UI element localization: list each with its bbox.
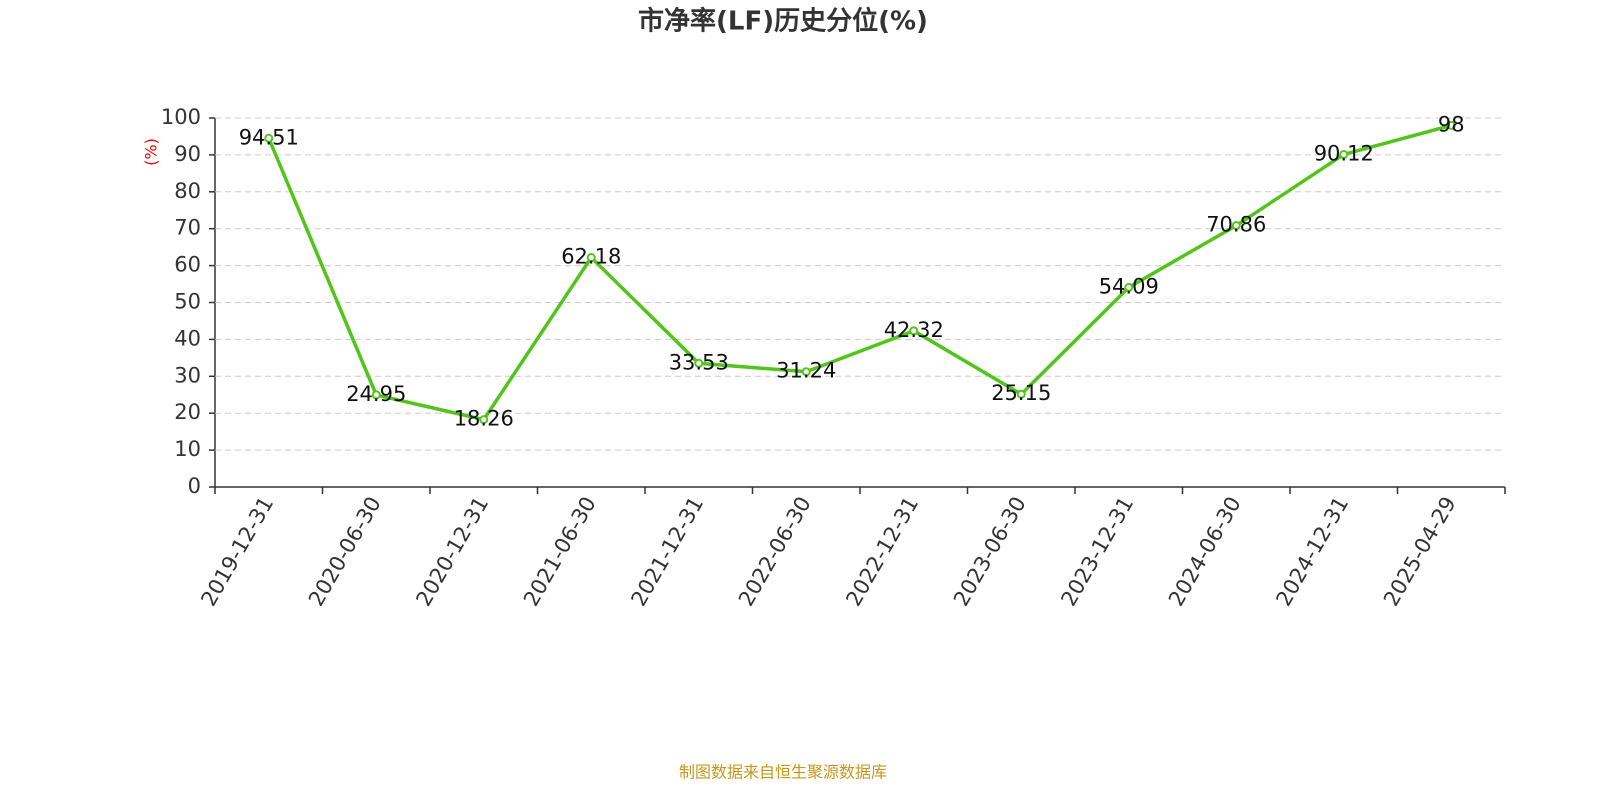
data-label: 94.51 [239,125,299,149]
data-label: 31.24 [776,359,836,383]
y-tick-label: 0 [188,474,201,498]
y-tick-label: 20 [174,400,201,424]
y-axis-label: (%) [142,138,161,166]
x-tick-label: 2021-12-31 [626,493,708,611]
data-label: 25.15 [991,381,1051,405]
data-label: 24.95 [346,382,406,406]
y-tick-label: 70 [174,216,201,240]
data-label: 54.09 [1099,274,1159,298]
x-tick-label: 2019-12-31 [196,493,278,611]
x-tick-label: 2021-06-30 [519,493,601,611]
data-point [1231,221,1241,231]
x-tick-label: 2020-06-30 [304,493,386,611]
data-point [694,358,704,368]
data-label: 42.32 [884,318,944,342]
data-point [801,367,811,377]
data-point [1124,282,1134,292]
data-line [267,123,1452,422]
y-tick-label: 30 [174,363,201,387]
y-tick-label: 10 [174,437,201,461]
x-tick-label: 2022-06-30 [734,493,816,611]
x-tick-label: 2025-04-29 [1379,493,1461,611]
y-tick-label: 50 [174,290,201,314]
data-label: 90.12 [1314,141,1374,165]
source-note: 制图数据来自恒生聚源数据库 [679,763,887,782]
data-label: 33.53 [669,350,729,374]
data-point [1446,120,1456,130]
data-point [371,390,381,400]
data-point [264,133,274,143]
data-point [1016,389,1026,399]
data-label: 70.86 [1206,213,1266,237]
y-tick-label: 60 [174,253,201,277]
x-tick-label: 2024-12-31 [1271,493,1353,611]
data-point [1339,149,1349,159]
y-tick-label: 40 [174,326,201,350]
data-point [909,326,919,336]
data-label: 98 [1438,112,1465,136]
chart-title: 市净率(LF)历史分位(%) [638,6,928,37]
x-tick-label: 2023-06-30 [949,493,1031,611]
x-tick-label: 2024-06-30 [1164,493,1246,611]
data-label: 18.26 [454,407,514,431]
y-tick-label: 80 [174,179,201,203]
data-point [586,253,596,263]
x-tick-label: 2023-12-31 [1056,493,1138,611]
x-tick-label: 2022-12-31 [841,493,923,611]
data-point [479,415,489,425]
y-tick-label: 100 [161,105,201,129]
y-tick-label: 90 [174,142,201,166]
x-tick-label: 2020-12-31 [411,493,493,611]
data-label: 62.18 [561,245,621,269]
